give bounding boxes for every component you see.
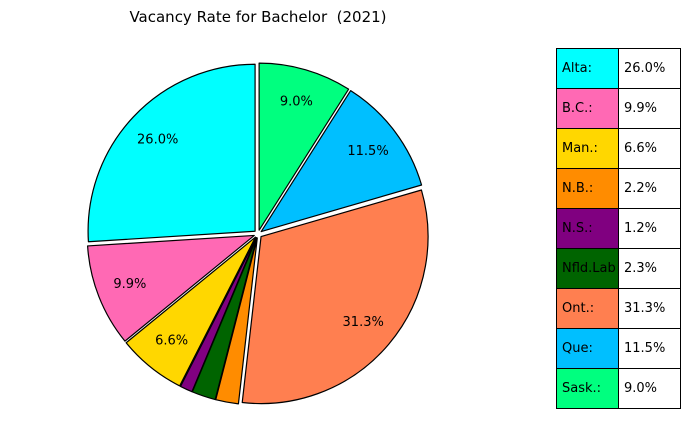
legend-row: Alta: 26.0%	[556, 48, 681, 89]
legend-row: Man.: 6.6%	[556, 128, 681, 169]
legend-label: Ont.:	[556, 288, 619, 329]
legend-label: N.B.:	[556, 168, 619, 209]
legend-row: N.S.: 1.2%	[556, 208, 681, 249]
legend-row: B.C.: 9.9%	[556, 88, 681, 129]
legend-label: B.C.:	[556, 88, 619, 129]
pie-slice-6	[241, 189, 429, 405]
pie-slice-label-7: 11.5%	[347, 144, 388, 159]
legend-label: Alta:	[556, 48, 619, 89]
pie-slice-5	[215, 237, 258, 405]
legend-value: 9.0%	[618, 368, 681, 409]
pie-slice-label-2: 6.6%	[155, 334, 188, 349]
pie-slice-label-8: 9.0%	[280, 94, 313, 109]
legend-value: 26.0%	[618, 48, 681, 89]
legend-row: Nfld.Lab 2.3%	[556, 248, 681, 289]
pie-slice-0	[87, 63, 256, 243]
legend-label: Que:	[556, 328, 619, 369]
pie-slice-label-0: 26.0%	[137, 132, 178, 147]
legend-value: 31.3%	[618, 288, 681, 329]
legend-row: Sask.: 9.0%	[556, 368, 681, 409]
legend-value: 2.3%	[618, 248, 681, 289]
pie-slice-2	[125, 236, 257, 387]
pie-slice-label-6: 31.3%	[343, 315, 384, 330]
legend-label: Nfld.Lab	[556, 248, 619, 289]
legend-value: 1.2%	[618, 208, 681, 249]
legend-value: 9.9%	[618, 88, 681, 129]
legend-table: Alta: 26.0% B.C.: 9.9% Man.: 6.6% N.B.: 2.2% N.S…	[556, 48, 681, 409]
legend-value: 2.2%	[618, 168, 681, 209]
pie-slice-1	[87, 234, 255, 342]
pie-slice-label-1: 9.9%	[113, 277, 146, 292]
legend-value: 6.6%	[618, 128, 681, 169]
pie-slice-7	[260, 89, 423, 233]
legend-label: Sask.:	[556, 368, 619, 409]
legend-row: Ont.: 31.3%	[556, 288, 681, 329]
legend-value: 11.5%	[618, 328, 681, 369]
legend-row: Que: 11.5%	[556, 328, 681, 369]
legend-row: N.B.: 2.2%	[556, 168, 681, 209]
legend-label: Man.:	[556, 128, 619, 169]
chart-title: Vacancy Rate for Bachelor (2021)	[129, 8, 387, 26]
pie-slice-8	[258, 62, 350, 231]
legend-label: N.S.:	[556, 208, 619, 249]
